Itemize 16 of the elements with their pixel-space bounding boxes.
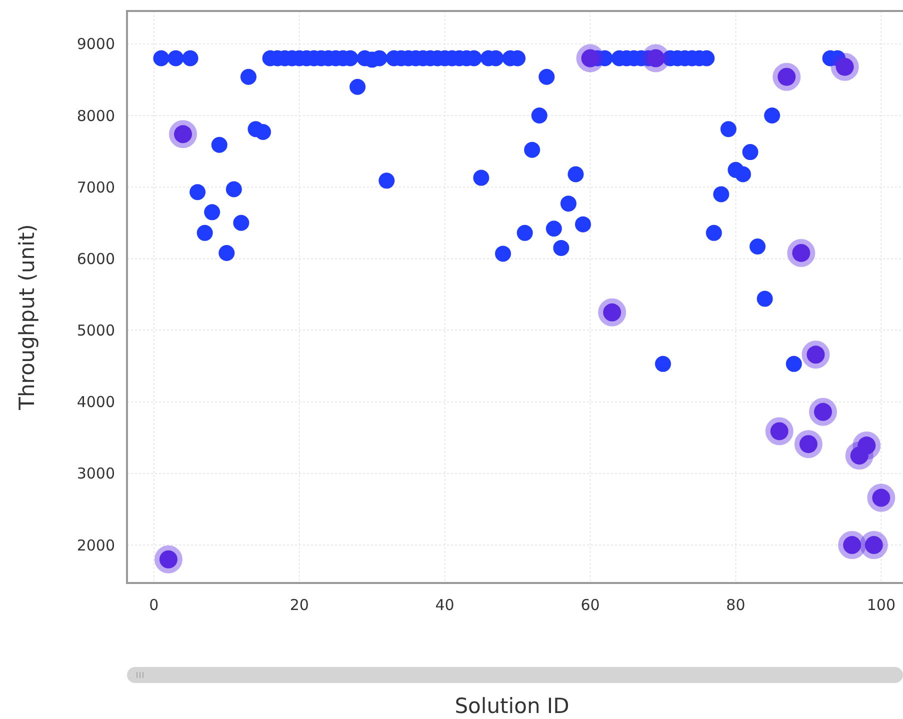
- y-tick-label: 5000: [76, 322, 115, 340]
- y-axis-title: Throughput (unit): [15, 224, 39, 411]
- x-tick-label: 20: [290, 596, 309, 614]
- y-tick-label: 9000: [76, 35, 115, 54]
- x-tick-label: 60: [580, 596, 600, 614]
- y-tick-label: 8000: [76, 106, 115, 125]
- y-tick-label: 4000: [76, 393, 115, 412]
- y-tick-label: 7000: [76, 178, 115, 196]
- x-tick-label: 80: [726, 596, 746, 614]
- y-tick-label: 2000: [76, 536, 115, 554]
- x-tick-label: 100: [866, 596, 896, 614]
- x-tick-label: 0: [149, 596, 159, 614]
- x-axis-title: Solution ID: [454, 694, 570, 718]
- x-tick-label: 40: [435, 596, 454, 614]
- y-tick-label: 6000: [76, 250, 115, 268]
- y-tick-label: 3000: [76, 464, 115, 483]
